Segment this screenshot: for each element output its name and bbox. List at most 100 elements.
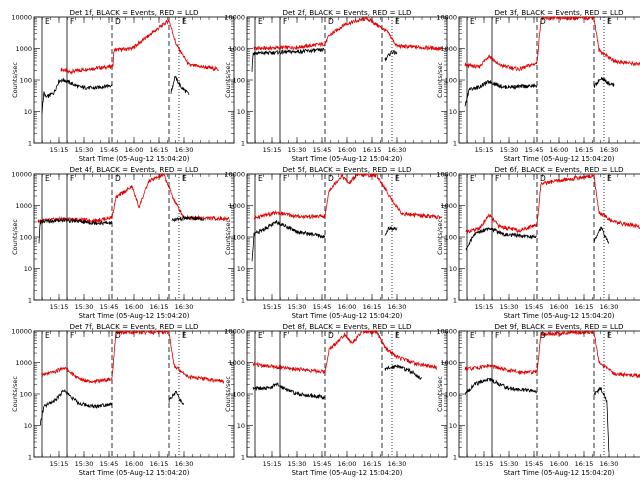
interval-marker: E: [395, 331, 400, 340]
interval-marker: D: [540, 174, 546, 183]
series-line-lld: [41, 329, 225, 385]
y-tick-label: 100: [445, 391, 457, 399]
x-tick-label: 16:00: [550, 303, 569, 311]
interval-marker: E: [182, 331, 187, 340]
series-line-lld: [253, 16, 443, 52]
chart-panel-3: Det 3f, BLACK = Events, RED = LLD 1 10 100 1…: [436, 8, 640, 163]
interval-marker: D: [540, 331, 546, 340]
chart-panel-7: Det 7f, BLACK = Events, RED = LLD 1 10 100 1…: [11, 322, 235, 477]
interval-marker: F: [283, 17, 287, 26]
x-tick-label: 16:15: [575, 460, 594, 468]
x-axis-label: Start Time (05-Aug-12 15:04:20): [504, 469, 615, 477]
x-tick-label: 16:00: [338, 460, 357, 468]
x-tick-label: 15:30: [75, 460, 94, 468]
x-tick-label: 15:45: [313, 146, 332, 154]
x-tick-label: 15:30: [500, 146, 519, 154]
chart-title: Det 6f, BLACK = Events, RED = LLD: [494, 165, 624, 174]
x-tick-label: 15:15: [475, 460, 494, 468]
x-tick-label: 16:15: [575, 146, 594, 154]
x-tick-label: 16:30: [388, 460, 407, 468]
series-line-events: [39, 389, 113, 426]
y-tick-label: 1000: [440, 359, 457, 367]
interval-marker: F: [70, 174, 74, 183]
x-tick-label: 15:45: [313, 460, 332, 468]
interval-marker: E: [395, 174, 400, 183]
series-line-events: [593, 77, 615, 88]
x-tick-label: 16:30: [388, 146, 407, 154]
interval-marker: F: [495, 174, 499, 183]
interval-marker: D: [328, 174, 334, 183]
x-tick-label: 15:45: [100, 460, 119, 468]
interval-marker: D: [328, 17, 334, 26]
series-line-events: [593, 226, 610, 244]
x-tick-label: 16:30: [600, 303, 619, 311]
interval-marker: E: [470, 17, 475, 26]
x-tick-label: 16:15: [575, 303, 594, 311]
series-line-events: [41, 78, 113, 114]
interval-marker: D: [540, 17, 546, 26]
x-tick-label: 16:00: [125, 303, 144, 311]
plot-frame: [246, 173, 448, 301]
y-tick-label: 1000: [15, 45, 32, 53]
x-tick-label: 16:00: [338, 146, 357, 154]
series-line-lld: [60, 19, 220, 75]
interval-marker: E: [45, 331, 50, 340]
y-axis-label: Counts/sec: [224, 219, 232, 255]
y-tick-label: 1: [241, 297, 245, 305]
y-tick-label: 10: [24, 265, 32, 273]
series-line-events: [168, 390, 185, 405]
y-tick-label: 10000: [11, 328, 32, 336]
chart-title: Det 2f, BLACK = Events, RED = LLD: [282, 8, 412, 17]
interval-marker: E: [258, 17, 263, 26]
y-tick-label: 1000: [440, 45, 457, 53]
x-tick-label: 16:15: [150, 146, 169, 154]
y-tick-label: 10: [449, 265, 457, 273]
interval-marker: D: [328, 331, 334, 340]
y-tick-label: 10: [237, 108, 245, 116]
y-tick-label: 1000: [228, 45, 245, 53]
interval-marker: E: [607, 174, 612, 183]
y-tick-label: 10: [24, 108, 32, 116]
chart-panel-2: Det 2f, BLACK = Events, RED = LLD 1 10 100 1…: [224, 8, 448, 163]
x-tick-label: 15:15: [50, 303, 69, 311]
series-line-events: [38, 217, 113, 244]
plot-frame: [33, 330, 235, 458]
interval-marker: E: [470, 174, 475, 183]
x-tick-label: 16:30: [600, 146, 619, 154]
y-tick-label: 1000: [15, 202, 32, 210]
series-line-events: [465, 377, 538, 395]
y-tick-label: 1: [453, 140, 457, 148]
interval-marker: F: [70, 331, 74, 340]
interval-marker: E: [395, 17, 400, 26]
x-tick-label: 15:30: [75, 303, 94, 311]
x-tick-label: 15:15: [475, 146, 494, 154]
x-tick-label: 15:45: [525, 146, 544, 154]
y-tick-label: 100: [445, 234, 457, 242]
chart-panel-9: Det 9f, BLACK = Events, RED = LLD 1 10 100 1…: [436, 322, 640, 477]
interval-marker: F: [70, 17, 74, 26]
series-line-lld: [465, 173, 640, 234]
chart-panel-1: Det 1f, BLACK = Events, RED = LLD 1 10 100 1…: [11, 8, 235, 163]
x-tick-label: 15:15: [50, 146, 69, 154]
x-tick-label: 16:00: [338, 303, 357, 311]
series-line-events: [464, 80, 538, 107]
chart-title: Det 7f, BLACK = Events, RED = LLD: [69, 322, 199, 331]
x-tick-label: 15:45: [100, 146, 119, 154]
series-line-events: [171, 215, 205, 223]
x-tick-label: 16:30: [175, 303, 194, 311]
chart-panel-8: Det 8f, BLACK = Events, RED = LLD 1 10 100 1…: [224, 322, 448, 477]
series-line-events: [593, 386, 610, 452]
x-tick-label: 15:45: [525, 303, 544, 311]
y-tick-label: 100: [233, 391, 245, 399]
plot-frame: [458, 16, 640, 144]
interval-marker: F: [495, 331, 499, 340]
x-tick-label: 16:00: [125, 460, 144, 468]
y-tick-label: 10000: [11, 14, 32, 22]
series-line-lld: [464, 15, 640, 72]
interval-marker: E: [470, 331, 475, 340]
y-axis-label: Counts/sec: [224, 376, 232, 412]
interval-marker: E: [607, 17, 612, 26]
y-tick-label: 100: [20, 77, 32, 85]
x-tick-label: 16:00: [125, 146, 144, 154]
